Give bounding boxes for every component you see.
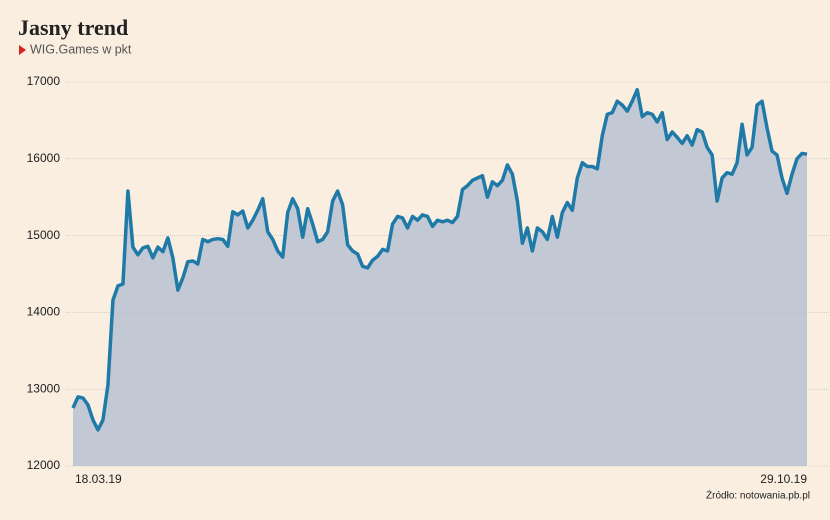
y-tick-label: 13000 (27, 381, 61, 395)
y-tick-label: 15000 (27, 228, 61, 242)
y-tick-label: 12000 (27, 458, 61, 472)
line (71, 87, 808, 432)
area (73, 89, 807, 467)
subtitle-marker (19, 45, 26, 55)
source: Źródło: notowania.pb.pl (706, 489, 810, 502)
y-tick-label: 17000 (27, 74, 61, 88)
chart-title: Jasny trend (18, 15, 128, 40)
chart-subtitle: WIG.Games w pkt (30, 42, 132, 56)
x-tick-label: 18.03.19 (75, 472, 122, 486)
y-tick-label: 14000 (27, 305, 61, 319)
y-tick-label: 16000 (27, 151, 61, 165)
x-tick-label: 29.10.19 (760, 472, 807, 486)
